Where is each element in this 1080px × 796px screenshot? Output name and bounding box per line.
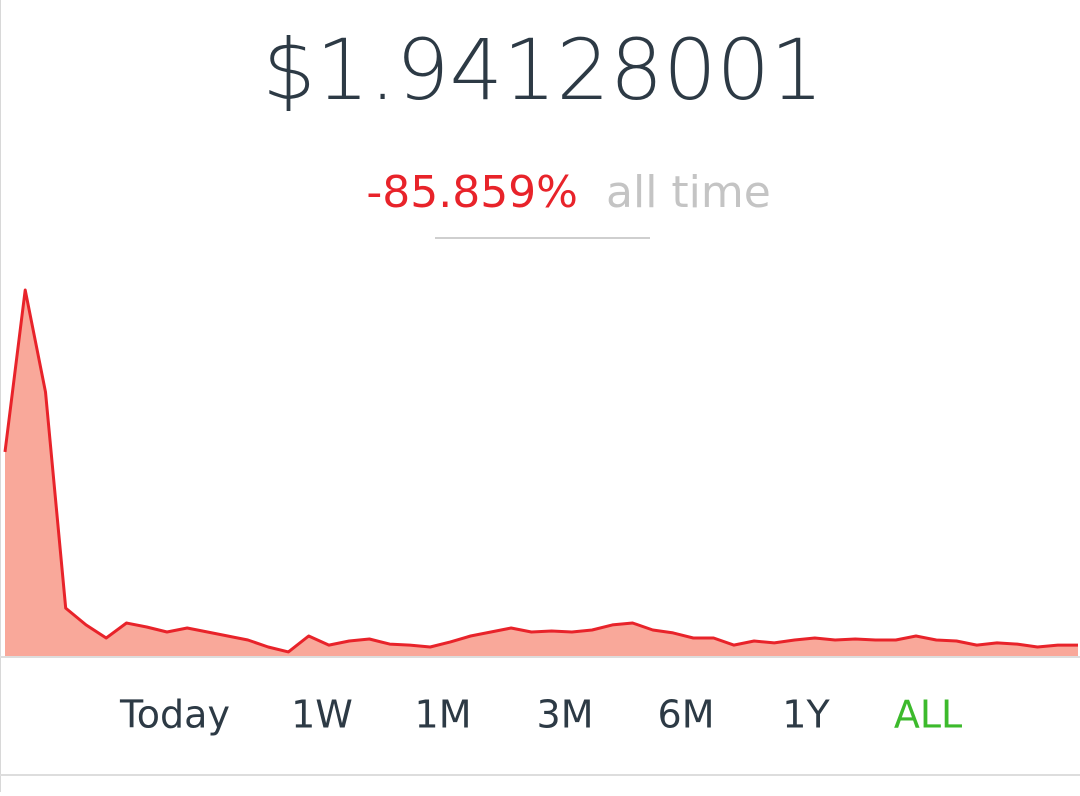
range-tab[interactable]: Today — [119, 693, 230, 737]
range-tab[interactable]: 1W — [291, 693, 353, 737]
range-tab[interactable]: 1M — [415, 693, 472, 737]
chart — [3, 288, 1078, 657]
price-line — [3, 288, 1078, 654]
range-tabs: Today 1W 1M 3M 6M 1Y ALL — [119, 693, 962, 737]
price: $1.94128001 — [262, 21, 823, 119]
change: -85.859% — [366, 167, 578, 218]
range-tab[interactable]: ALL — [894, 693, 962, 737]
area-fill — [5, 290, 1078, 657]
range-tab[interactable]: 3M — [537, 693, 594, 737]
range-tab[interactable]: 6M — [658, 693, 715, 737]
range-tab[interactable]: 1Y — [782, 693, 830, 737]
change-label: all time — [606, 167, 771, 218]
